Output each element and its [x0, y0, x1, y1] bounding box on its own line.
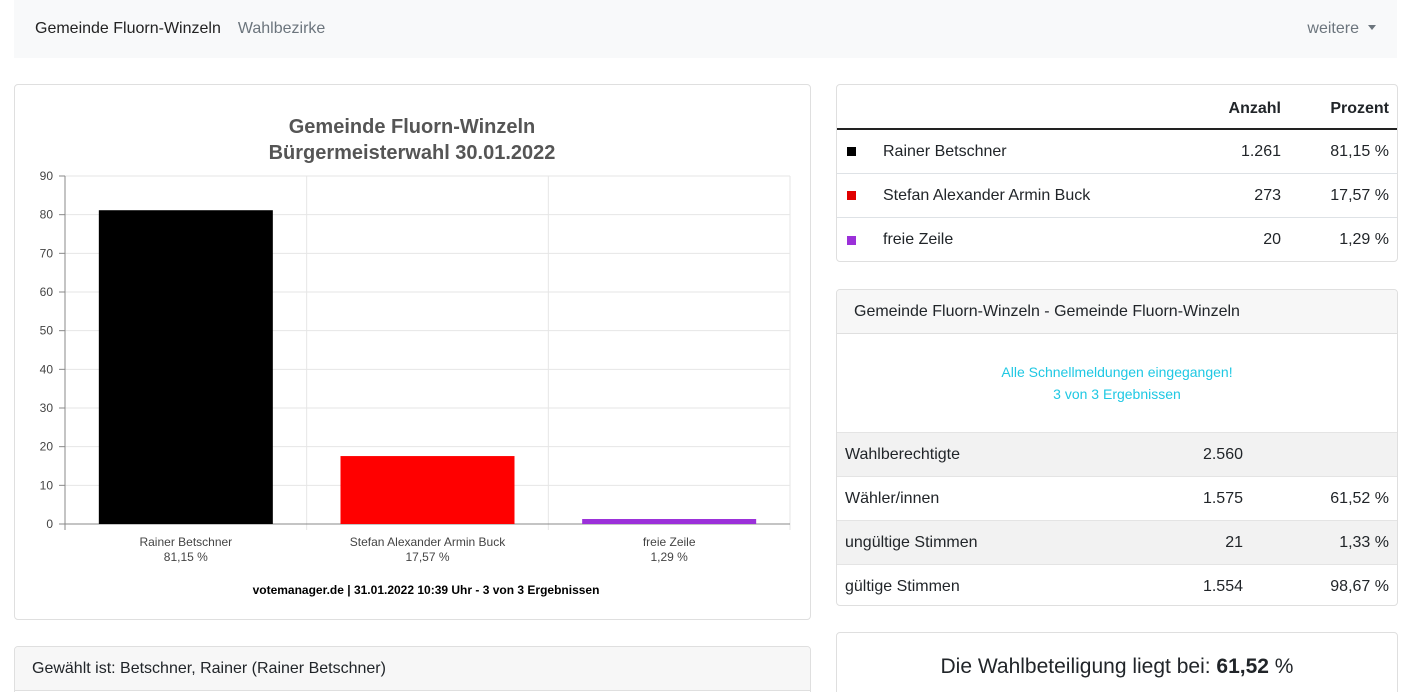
x-tick-label: Rainer Betschner	[139, 535, 232, 549]
y-tick-label: 60	[40, 285, 54, 299]
vote-count: 20	[1263, 231, 1281, 248]
results-bar-chart: Gemeinde Fluorn-Winzeln Bürgermeisterwah…	[40, 116, 791, 597]
bar	[98, 210, 273, 524]
stat-value: 2.560	[1202, 445, 1243, 463]
data-label: 1,29 %	[650, 550, 688, 564]
top-navbar: Gemeinde Fluorn-Winzeln Wahlbezirke weit…	[14, 0, 1397, 58]
vote-percent: 1,29 %	[1339, 231, 1389, 248]
table-row: ungültige Stimmen 21 1,33 %	[837, 520, 1397, 564]
more-dropdown[interactable]: weitere	[1307, 20, 1376, 38]
more-dropdown-label: weitere	[1307, 20, 1359, 37]
color-swatch	[847, 147, 856, 156]
stat-label: Wähler/innen	[845, 489, 940, 507]
turnout-text: Die Wahlbeteiligung liegt bei: 61,52 %	[837, 655, 1397, 679]
y-tick-label: 10	[40, 478, 54, 492]
turnout-card: Die Wahlbeteiligung liegt bei: 61,52 %	[836, 632, 1398, 692]
stat-value: 1.554	[1202, 577, 1243, 595]
candidate-name: freie Zeile	[883, 231, 954, 248]
candidate-name: Rainer Betschner	[883, 142, 1007, 160]
vote-count: 1.261	[1240, 142, 1281, 160]
turnout-prefix: Die Wahlbeteiligung liegt bei:	[940, 655, 1217, 678]
data-label: 81,15 %	[164, 550, 208, 564]
stat-percent: 1,33 %	[1339, 533, 1389, 551]
stat-value: 1.575	[1202, 489, 1243, 507]
results-table: Anzahl Prozent Rainer Betschner 1.261 81…	[836, 84, 1398, 262]
y-tick-label: 0	[46, 517, 53, 531]
table-row: freie Zeile 20 1,29 %	[837, 218, 1397, 261]
stats-card-header: Gemeinde Fluorn-Winzeln - Gemeinde Fluor…	[837, 290, 1397, 334]
y-tick-label: 50	[40, 324, 54, 338]
stat-percent: 98,67 %	[1330, 577, 1389, 595]
table-row: gültige Stimmen 1.554 98,67 %	[837, 564, 1397, 605]
color-swatch	[847, 191, 856, 200]
y-tick-label: 30	[40, 401, 54, 415]
chart-subtitle: Bürgermeisterwahl 30.01.2022	[269, 142, 556, 164]
x-tick-label: freie Zeile	[643, 535, 696, 549]
y-tick-label: 80	[40, 208, 54, 222]
nav-link-wahlbezirke[interactable]: Wahlbezirke	[237, 20, 326, 37]
y-tick-label: 70	[40, 246, 54, 260]
data-label: 17,57 %	[405, 550, 449, 564]
status-line: Alle Schnellmeldungen eingegangen!	[1001, 364, 1233, 380]
bar	[340, 456, 515, 524]
turnout-suffix: %	[1268, 655, 1294, 678]
y-tick-label: 20	[40, 440, 54, 454]
stat-label: ungültige Stimmen	[845, 533, 978, 551]
stat-value: 21	[1225, 533, 1243, 551]
status-line: 3 von 3 Ergebnissen	[1053, 386, 1181, 402]
column-header-count: Anzahl	[1228, 100, 1281, 117]
vote-percent: 17,57 %	[1330, 186, 1389, 204]
table-row: Wahlberechtigte 2.560	[837, 432, 1397, 476]
color-swatch	[847, 235, 856, 245]
stat-percent: 61,52 %	[1330, 489, 1389, 507]
caret-down-icon	[1368, 25, 1376, 30]
results-table-header: Anzahl Prozent	[837, 85, 1397, 130]
table-row: Stefan Alexander Armin Buck 273 17,57 %	[837, 174, 1397, 218]
vote-percent: 81,15 %	[1330, 142, 1389, 160]
y-tick-label: 40	[40, 362, 54, 376]
stats-card: Gemeinde Fluorn-Winzeln - Gemeinde Fluor…	[836, 289, 1398, 606]
table-row: Wähler/innen 1.575 61,52 %	[837, 476, 1397, 520]
elected-card: Gewählt ist: Betschner, Rainer (Rainer B…	[14, 646, 811, 692]
y-tick-label: 90	[40, 169, 54, 183]
report-status: Alle Schnellmeldungen eingegangen! 3 von…	[837, 334, 1397, 432]
turnout-value: 61,52	[1216, 655, 1269, 678]
x-tick-label: Stefan Alexander Armin Buck	[350, 535, 506, 549]
bar	[582, 519, 757, 524]
stat-label: Wahlberechtigte	[845, 445, 961, 463]
navbar-brand[interactable]: Gemeinde Fluorn-Winzeln	[35, 20, 221, 37]
table-row: Rainer Betschner 1.261 81,15 %	[837, 130, 1397, 174]
stat-label: gültige Stimmen	[845, 577, 960, 595]
chart-title: Gemeinde Fluorn-Winzeln	[289, 116, 536, 138]
column-header-percent: Prozent	[1330, 100, 1389, 117]
chart-footer: votemanager.de | 31.01.2022 10:39 Uhr - …	[253, 583, 600, 597]
chart-card: Gemeinde Fluorn-Winzeln Bürgermeisterwah…	[14, 84, 811, 620]
candidate-name: Stefan Alexander Armin Buck	[883, 186, 1091, 204]
vote-count: 273	[1254, 186, 1281, 204]
elected-text: Gewählt ist: Betschner, Rainer (Rainer B…	[15, 647, 810, 691]
